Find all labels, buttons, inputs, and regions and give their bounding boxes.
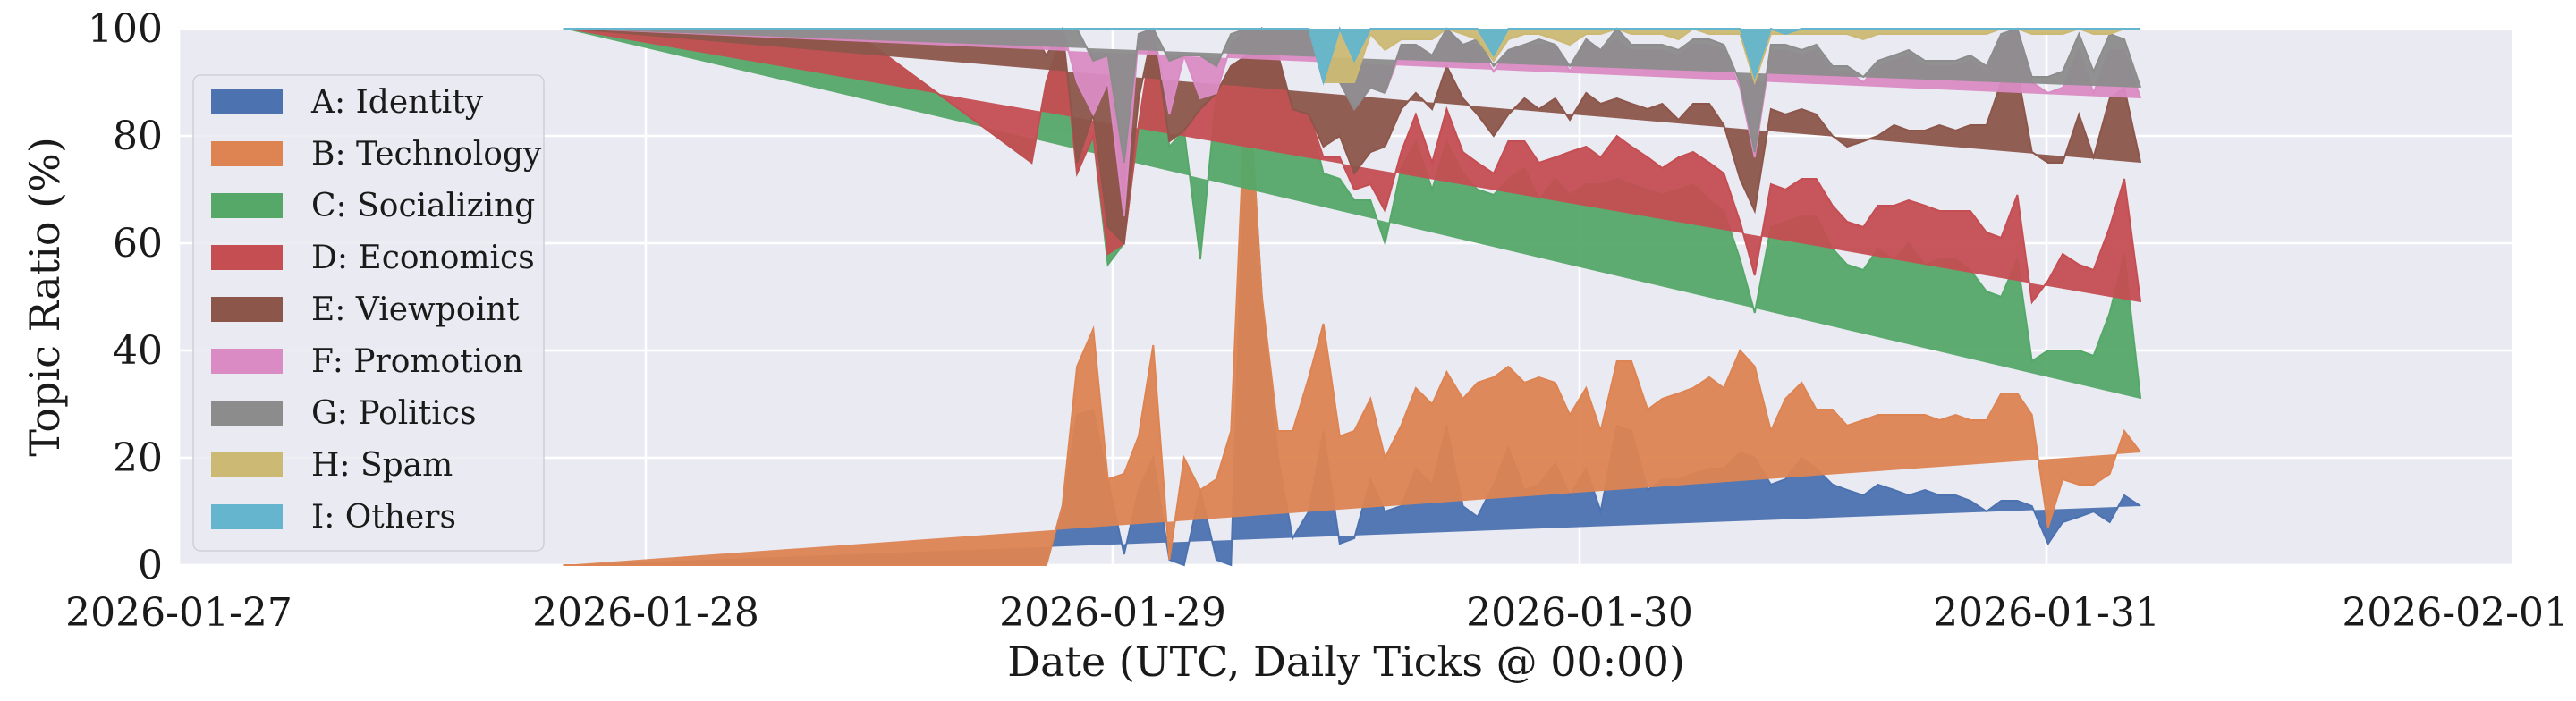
tick-labels: 0 20 40 60 80 100 2026-01-27 2026-01-28 2026-01-… bbox=[65, 6, 2569, 636]
y-tick-label: 0 bbox=[138, 543, 163, 588]
x-axis-label: Date (UTC, Daily Ticks @ 00:00) bbox=[1007, 638, 1685, 686]
legend-label-economics: D: Economics bbox=[311, 240, 535, 276]
legend-swatch-economics bbox=[211, 245, 283, 270]
x-tick-label: 2026-01-31 bbox=[1933, 590, 2160, 636]
legend-swatch-technology bbox=[211, 141, 283, 166]
area-technology bbox=[563, 55, 2141, 566]
x-tick-label: 2026-01-28 bbox=[532, 590, 759, 636]
y-tick-label: 80 bbox=[113, 114, 163, 159]
legend-label-politics: G: Politics bbox=[311, 395, 476, 432]
legend-label-technology: B: Technology bbox=[311, 136, 542, 173]
x-tick-label: 2026-01-29 bbox=[999, 590, 1226, 636]
y-axis-label: Topic Ratio (%) bbox=[21, 137, 69, 457]
y-tick-label: 20 bbox=[113, 435, 163, 481]
legend-swatch-politics bbox=[211, 401, 283, 426]
legend-label-socializing: C: Socializing bbox=[311, 188, 535, 224]
legend-swatch-viewpoint bbox=[211, 297, 283, 322]
legend-label-identity: A: Identity bbox=[310, 84, 484, 121]
y-tick-label: 60 bbox=[113, 221, 163, 266]
legend-swatch-promotion bbox=[211, 349, 283, 374]
area-politics bbox=[563, 27, 2142, 164]
x-tick-label: 2026-01-27 bbox=[65, 590, 292, 636]
legend-label-others: I: Others bbox=[311, 499, 456, 536]
area-others bbox=[563, 26, 2141, 86]
legend-swatch-spam bbox=[211, 452, 283, 477]
x-tick-label: 2026-01-30 bbox=[1466, 590, 1693, 636]
x-tick-label: 2026-02-01 bbox=[2342, 590, 2569, 636]
area-viewpoint bbox=[563, 25, 2142, 246]
legend-swatch-others bbox=[211, 504, 283, 529]
legend-label-promotion: F: Promotion bbox=[311, 343, 523, 380]
legend-label-viewpoint: E: Viewpoint bbox=[311, 291, 520, 328]
y-tick-label: 40 bbox=[113, 328, 163, 374]
legend-swatch-socializing bbox=[211, 193, 283, 218]
area-series bbox=[563, 25, 2142, 567]
legend-swatch-identity bbox=[211, 89, 283, 114]
legend: A: Identity B: Technology C: Socializing D:… bbox=[192, 74, 545, 552]
legend-label-spam: H: Spam bbox=[311, 447, 453, 484]
y-tick-label: 100 bbox=[88, 6, 163, 52]
area-identity bbox=[563, 55, 2141, 567]
